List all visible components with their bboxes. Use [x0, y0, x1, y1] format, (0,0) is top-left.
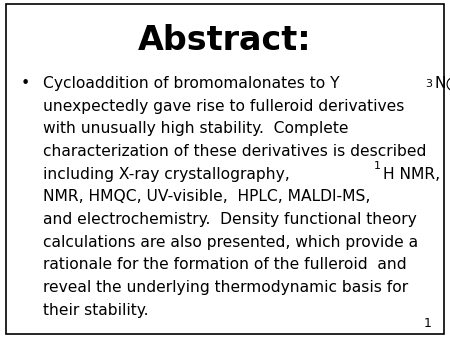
Text: NMR, HMQC, UV-visible,  HPLC, MALDI-MS,: NMR, HMQC, UV-visible, HPLC, MALDI-MS,	[43, 189, 370, 204]
Text: Abstract:: Abstract:	[138, 24, 312, 57]
Text: reveal the underlying thermodynamic basis for: reveal the underlying thermodynamic basi…	[43, 280, 408, 295]
Text: with unusually high stability.  Complete: with unusually high stability. Complete	[43, 121, 348, 136]
Text: their stability.: their stability.	[43, 303, 148, 317]
Text: characterization of these derivatives is described: characterization of these derivatives is…	[43, 144, 426, 159]
Text: calculations are also presented, which provide a: calculations are also presented, which p…	[43, 235, 418, 249]
Text: H NMR,: H NMR,	[383, 167, 450, 182]
Text: Cycloaddition of bromomalonates to Y: Cycloaddition of bromomalonates to Y	[43, 76, 339, 91]
Text: rationale for the formation of the fulleroid  and: rationale for the formation of the fulle…	[43, 257, 406, 272]
Text: 3: 3	[425, 79, 432, 90]
Text: 1: 1	[374, 161, 381, 171]
Text: and electrochemistry.  Density functional theory: and electrochemistry. Density functional…	[43, 212, 417, 227]
Text: N@C: N@C	[434, 76, 450, 91]
Text: •: •	[20, 76, 30, 91]
Text: 1: 1	[424, 317, 432, 330]
Text: including X-ray crystallography,: including X-ray crystallography,	[43, 167, 299, 182]
Text: unexpectedly gave rise to fulleroid derivatives: unexpectedly gave rise to fulleroid deri…	[43, 99, 404, 114]
